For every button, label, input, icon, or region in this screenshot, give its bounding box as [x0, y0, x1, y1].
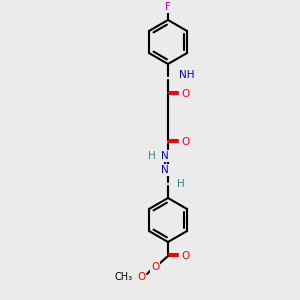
Text: CH₃: CH₃: [115, 272, 133, 282]
Text: O: O: [137, 272, 145, 282]
Text: O: O: [151, 262, 159, 272]
Text: N: N: [161, 151, 169, 161]
Text: H: H: [148, 151, 156, 161]
Text: NH: NH: [179, 70, 194, 80]
Text: F: F: [165, 2, 171, 12]
Text: O: O: [182, 137, 190, 147]
Text: O: O: [182, 89, 190, 99]
Text: O: O: [182, 251, 190, 261]
Text: H: H: [177, 179, 185, 189]
Text: N: N: [161, 165, 169, 175]
